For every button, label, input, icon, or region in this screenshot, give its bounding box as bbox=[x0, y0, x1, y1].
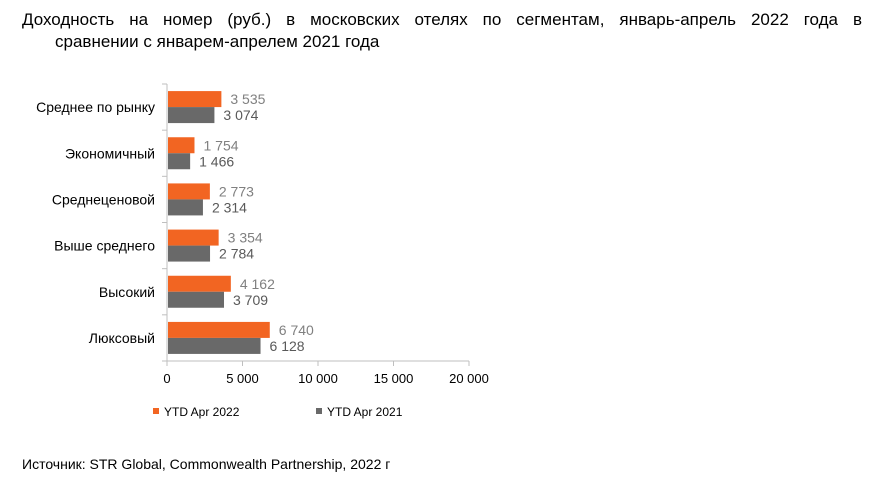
data-label: 3 074 bbox=[223, 107, 258, 123]
category-label: Экономичный bbox=[65, 145, 155, 161]
data-label: 1 466 bbox=[199, 153, 234, 169]
bar-2022 bbox=[168, 183, 210, 200]
data-label: 4 162 bbox=[240, 276, 275, 292]
bar-2022 bbox=[168, 137, 195, 154]
bar-2022 bbox=[168, 321, 270, 338]
data-label: 2 314 bbox=[212, 199, 247, 215]
x-tick-label: 20 000 bbox=[449, 371, 489, 386]
bar-2022 bbox=[168, 275, 231, 292]
data-label: 3 709 bbox=[233, 292, 268, 308]
chart-title-line-2: сравнении с январем-апрелем 2021 года bbox=[55, 32, 380, 51]
legend-label: YTD Apr 2022 bbox=[164, 405, 240, 419]
bar-2021 bbox=[168, 291, 225, 308]
category-label: Высокий bbox=[99, 284, 155, 300]
x-tick-label: 10 000 bbox=[298, 371, 338, 386]
legend-marker bbox=[316, 408, 322, 414]
bar-2021 bbox=[168, 107, 215, 124]
data-label: 1 754 bbox=[203, 137, 238, 153]
data-label: 2 784 bbox=[219, 246, 254, 262]
x-tick-label: 15 000 bbox=[374, 371, 414, 386]
bar-2021 bbox=[168, 337, 261, 354]
x-tick-label: 5 000 bbox=[226, 371, 259, 386]
data-label: 3 354 bbox=[228, 230, 263, 246]
legend-marker bbox=[153, 408, 159, 414]
data-label: 2 773 bbox=[219, 183, 254, 199]
x-tick-label: 0 bbox=[163, 371, 170, 386]
data-label: 6 128 bbox=[270, 338, 305, 354]
bar-2022 bbox=[168, 91, 222, 108]
data-label: 3 535 bbox=[230, 91, 265, 107]
bar-2021 bbox=[168, 153, 191, 170]
legend-label: YTD Apr 2021 bbox=[327, 405, 403, 419]
chart-title-line-1: Доходность на номер (руб.) в московских … bbox=[22, 10, 862, 29]
category-label: Люксовый bbox=[89, 330, 155, 346]
category-label: Среднеценовой bbox=[52, 191, 155, 207]
bar-2022 bbox=[168, 229, 219, 246]
data-label: 6 740 bbox=[279, 322, 314, 338]
category-label: Среднее по рынку bbox=[36, 99, 155, 115]
bar-2021 bbox=[168, 199, 203, 216]
bar-2021 bbox=[168, 245, 211, 262]
source-note: Источник: STR Global, Commonwealth Partn… bbox=[22, 456, 391, 472]
category-label: Выше среднего bbox=[54, 238, 155, 254]
chart-title: Доходность на номер (руб.) в московских … bbox=[22, 9, 862, 53]
